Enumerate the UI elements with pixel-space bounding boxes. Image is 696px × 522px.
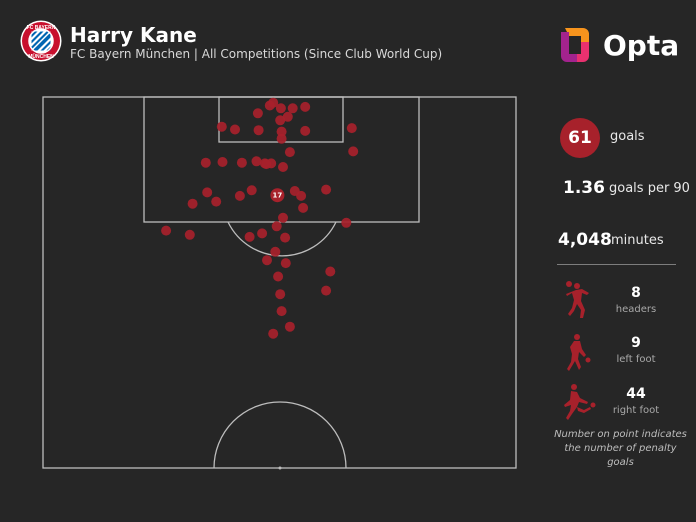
goal-point: [321, 184, 332, 195]
goal-point: [264, 100, 275, 111]
goal-point: [300, 125, 311, 136]
goal-point: [282, 111, 293, 122]
goals-label: goals: [610, 129, 645, 144]
goal-point: [348, 146, 359, 157]
left-foot-value: 9: [631, 335, 641, 351]
goal-point: [280, 232, 291, 243]
centre-spot: [278, 466, 282, 470]
penalty-goal-count-label: 17: [273, 192, 283, 200]
headers-value: 8: [631, 285, 641, 301]
footnote: Number on point indicates the number of …: [554, 429, 687, 468]
chart-subtitle: FC Bayern München | All Competitions (Si…: [70, 47, 443, 61]
goal-point: [246, 185, 257, 196]
opta-logo-icon: [561, 28, 589, 62]
goal-point: [276, 133, 287, 144]
goals-per-90-label: goals per 90: [609, 181, 690, 196]
player-name: Harry Kane: [70, 23, 197, 47]
penalty-arc: [227, 221, 337, 257]
goal-point: [287, 103, 298, 114]
goal-point: [278, 162, 288, 172]
goal-point: [280, 258, 291, 269]
goal-point: [321, 285, 332, 296]
goal-point: [234, 190, 245, 201]
goal-point: [184, 229, 195, 240]
goal-point: [252, 108, 263, 119]
right-foot-player-icon: [564, 384, 596, 420]
goal-point: [346, 123, 357, 134]
goal-points-layer: 17: [161, 97, 359, 339]
goal-point: [296, 190, 307, 201]
goal-point: [325, 266, 336, 277]
left-foot-player-icon: [567, 334, 591, 371]
goal-point: [275, 103, 286, 114]
goals-per-90-value: 1.36: [563, 178, 605, 198]
goal-point: [270, 246, 281, 257]
goal-point: [261, 159, 272, 170]
svg-text:MÜNCHEN: MÜNCHEN: [28, 53, 54, 60]
goal-point: [217, 157, 228, 167]
left-foot-label: left foot: [616, 354, 656, 365]
goal-point: [276, 126, 287, 137]
minutes-label: minutes: [611, 233, 664, 248]
goal-point: [273, 271, 284, 282]
goal-point: [211, 196, 222, 207]
goal-point: [161, 225, 172, 236]
svg-text:FC BAYERN: FC BAYERN: [27, 25, 56, 31]
right-foot-value: 44: [626, 386, 646, 402]
goal-point: [298, 202, 309, 213]
goal-point: [276, 306, 287, 317]
goal-point: [202, 187, 213, 198]
goal-point: [300, 101, 311, 112]
headers-label: headers: [615, 304, 657, 315]
minutes-value: 4,048: [558, 230, 612, 250]
goal-point: [253, 125, 264, 136]
opta-brand-text: Opta: [603, 29, 680, 62]
goal-point: [257, 228, 268, 239]
goal-point: [262, 255, 272, 266]
goal-point: [275, 115, 286, 126]
goal-point: [251, 156, 262, 167]
header-player-icon: [566, 281, 589, 318]
goal-point: [244, 231, 255, 242]
goal-point: [200, 157, 211, 168]
goal-point: [187, 198, 198, 209]
goal-point: [216, 121, 227, 132]
right-foot-label: right foot: [612, 405, 660, 416]
penalty-goal-point: [270, 188, 285, 203]
centre-circle-arc: [213, 401, 347, 469]
goal-point: [341, 217, 352, 228]
pitch-outline: [42, 96, 517, 469]
goal-point: [278, 212, 288, 223]
goal-point: [271, 221, 282, 232]
goal-point: [275, 289, 286, 300]
goal-point: [284, 147, 295, 158]
fc-bayern-crest-logo: FC BAYERN MÜNCHEN: [20, 20, 62, 62]
goal-point: [268, 328, 279, 339]
goals-badge: 61: [560, 118, 600, 158]
goal-point: [236, 157, 247, 168]
stats-divider: [557, 264, 676, 265]
goal-point: [284, 321, 295, 332]
goal-point: [230, 124, 240, 135]
